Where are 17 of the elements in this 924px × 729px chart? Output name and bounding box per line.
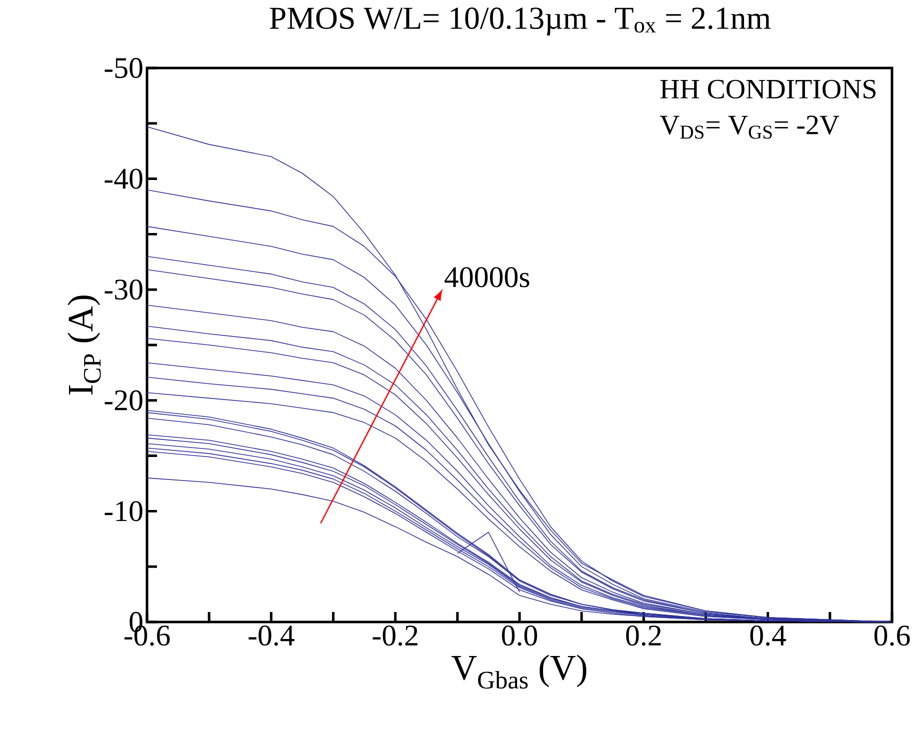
y-tick-label: -10 <box>104 501 142 522</box>
y-tick-label: -40 <box>104 168 142 189</box>
x-axis-title: V$_{Gbas}$ (V) <box>452 654 586 689</box>
y-tick-label: -20 <box>104 390 142 410</box>
x-tick-label: -0.4 <box>248 626 294 646</box>
annotation: 40000s <box>444 267 530 288</box>
x-tick-label: -0.2 <box>372 626 418 646</box>
annotation: HH CONDITIONS <box>660 80 876 99</box>
x-tick-label: 0.0 <box>502 626 538 646</box>
y-axis-title: I$_{CP}$ (A) <box>68 296 101 395</box>
x-tick-label: 0.2 <box>626 626 661 646</box>
x-tick-label: 0.4 <box>750 626 786 646</box>
y-tick-label: -50 <box>104 58 142 78</box>
annotation: V$_{DS}$= V$_{GS}$= -2V <box>660 116 840 139</box>
x-tick-label: 0.6 <box>874 626 910 646</box>
chart-title: PMOS W/L= 10/0.13µm - T$_{ox}$ = 2.1nm <box>270 8 771 36</box>
y-tick-label: -30 <box>104 280 142 300</box>
